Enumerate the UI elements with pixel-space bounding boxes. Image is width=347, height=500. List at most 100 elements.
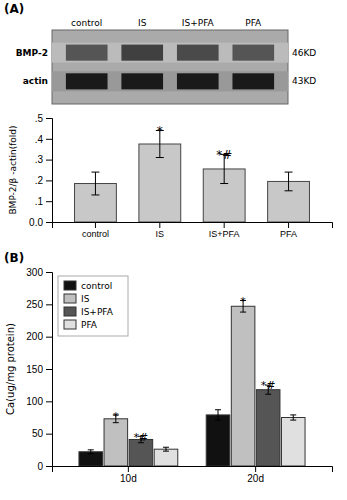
bar (154, 449, 178, 466)
band (121, 45, 163, 61)
y-tick-mark (46, 434, 52, 435)
y-tick: .1 (35, 196, 52, 207)
x-tick-label: IS (156, 229, 165, 239)
x-tick-label: 10d (120, 473, 137, 484)
y-tick-label: 50 (32, 428, 44, 439)
error-bar (91, 172, 99, 195)
annotation: * (113, 410, 119, 423)
legend-item: control (64, 281, 112, 291)
x-tick-mark (255, 466, 256, 472)
y-tick-mark (46, 180, 52, 181)
error-cap (91, 194, 99, 195)
bar (231, 306, 255, 466)
x-tick: IS (156, 222, 165, 239)
x-tick-label: 20d (247, 473, 264, 484)
band (232, 73, 274, 89)
y-tick-mark (46, 139, 52, 140)
plot-area (75, 130, 310, 222)
x-tick-mark (288, 222, 289, 228)
y-tick-mark (46, 222, 52, 223)
y-tick: .4 (35, 134, 52, 145)
error-cap (163, 447, 169, 448)
annotation: *# (216, 148, 232, 162)
y-tick: .5 (35, 113, 52, 124)
legend-item: PFA (64, 320, 98, 330)
x-tick: IS+PFA (209, 222, 240, 239)
y-tick-mark (46, 401, 52, 402)
band (121, 73, 163, 89)
y-tick-label: 100 (26, 396, 43, 407)
error-cap (290, 420, 296, 421)
panel-label: (A) (4, 2, 24, 16)
y-tick-label: .1 (35, 196, 44, 207)
bar (281, 418, 305, 467)
annotation: *# (134, 431, 149, 444)
x-tick: 10d (120, 466, 137, 484)
error-cap (88, 449, 94, 450)
legend-swatch (64, 281, 76, 290)
legend-swatch (64, 307, 76, 316)
y-tick: 150 (26, 364, 52, 375)
error-cap (240, 312, 246, 313)
legend-item: IS (64, 294, 90, 304)
band (66, 73, 108, 89)
error-bar (285, 172, 293, 191)
legend-frame (58, 276, 128, 336)
y-tick-label: .2 (35, 175, 44, 186)
error-cap (156, 157, 164, 158)
annotation: * (157, 124, 163, 138)
y-tick: .3 (35, 154, 52, 165)
error-cap (265, 394, 271, 395)
lane-label: PFA (245, 18, 262, 28)
y-tick: .2 (35, 175, 52, 186)
y-tick-label: .5 (35, 113, 44, 124)
x-tick-mark (95, 222, 96, 228)
y-axis-line (46, 119, 53, 223)
error-bar (88, 450, 94, 454)
error-cap (290, 414, 296, 415)
y-tick: 0.0 (29, 217, 52, 228)
y-tick: 50 (32, 428, 52, 439)
error-cap (88, 453, 94, 454)
x-axis: 10d 20d (53, 466, 333, 484)
legend: control IS IS+PFA PFA (58, 276, 128, 336)
kd-label: 46KD (292, 48, 316, 58)
band (177, 73, 219, 89)
legend-label: IS (81, 294, 90, 304)
legend-item: IS+PFA (64, 307, 114, 317)
band (66, 45, 108, 61)
error-cap (215, 420, 221, 421)
y-axis-title: Ca(ug/mg protein) (5, 323, 16, 415)
x-tick-label: control (82, 229, 109, 239)
blot: controlISIS+PFAPFABMP-246KDactin43KD (16, 18, 317, 104)
x-axis-line (53, 467, 333, 473)
x-tick-mark (159, 222, 160, 228)
error-cap (285, 190, 293, 191)
y-tick: 100 (26, 396, 52, 407)
y-tick: 300 (26, 267, 52, 278)
bar (256, 390, 280, 466)
x-tick: 20d (247, 466, 264, 484)
x-tick-label: IS+PFA (209, 229, 240, 239)
error-bar (215, 410, 221, 420)
y-tick: 200 (26, 331, 52, 342)
panel-label: (B) (4, 251, 24, 265)
y-tick-label: .4 (35, 134, 44, 145)
figure: (A) controlISIS+PFAPFABMP-246KDactin43KD 0… (0, 0, 347, 500)
bar (79, 452, 103, 466)
x-tick-mark (224, 222, 225, 228)
bar-chart: 0.0.1.2.3.4.5controlISIS+PFAPFA**#BMP-2/… (8, 113, 333, 240)
x-tick-mark (128, 466, 129, 472)
x-axis-line (53, 223, 333, 229)
error-line (288, 172, 289, 191)
y-tick-label: .3 (35, 154, 44, 165)
y-tick-mark (46, 160, 52, 161)
y-tick-mark (46, 466, 52, 467)
legend-label: PFA (81, 320, 98, 330)
legend-swatch (64, 320, 76, 329)
y-axis-line (46, 273, 53, 467)
error-cap (163, 451, 169, 452)
bar (206, 415, 230, 466)
y-tick: 250 (26, 299, 52, 310)
y-tick: 0 (37, 461, 52, 472)
